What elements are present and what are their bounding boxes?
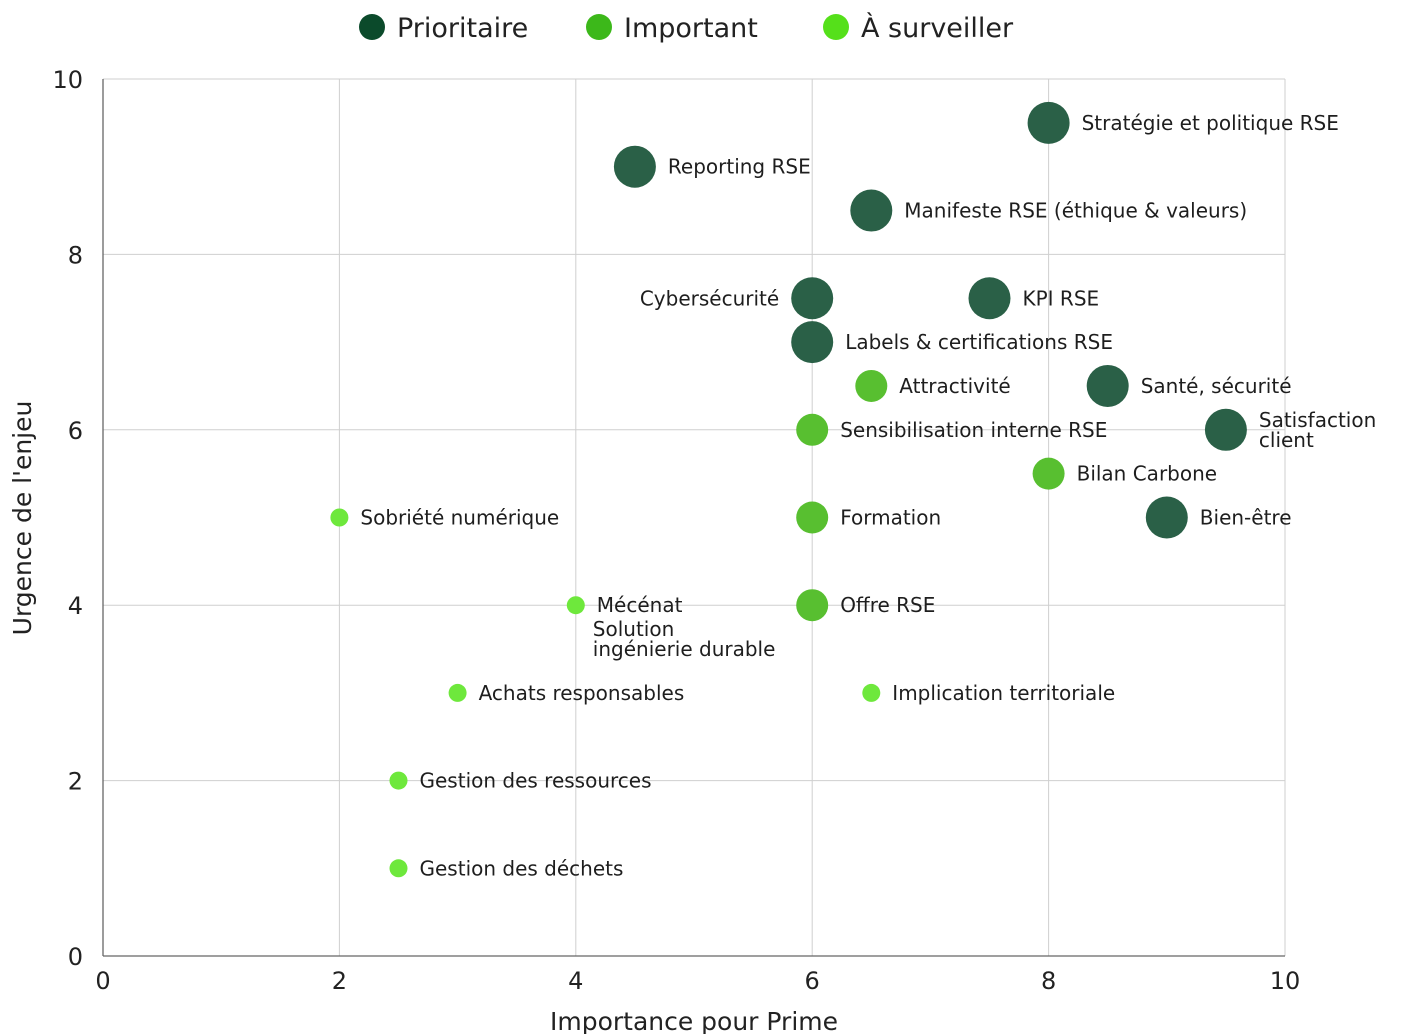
y-tick-label: 4	[68, 592, 83, 620]
label-line: Satisfaction	[1259, 408, 1376, 432]
y-tick-label: 6	[68, 417, 83, 445]
point-sensibilisation-interne-rse	[796, 413, 829, 446]
chart-axes	[102, 79, 1285, 957]
label-reporting-rse: Reporting RSE	[668, 155, 811, 179]
label-formation: Formation	[840, 506, 941, 530]
x-tick-label: 6	[805, 967, 820, 995]
label-gestion-des-dechets: Gestion des déchets	[420, 856, 624, 880]
chart-legend: Prioritaire Important À surveiller	[359, 12, 1014, 44]
point-reporting-rse	[613, 145, 656, 188]
label-line: Attractivité	[899, 374, 1010, 398]
legend-item-important: Important	[586, 13, 758, 44]
label-gestion-des-ressources: Gestion des ressources	[420, 769, 652, 793]
label-strategie-et-politique-rse: Stratégie et politique RSE	[1082, 111, 1339, 135]
legend-item-prioritaire: Prioritaire	[359, 13, 528, 44]
legend-label: Important	[624, 13, 758, 44]
tick-labels: 0 2 4 6 8 10 0 2 4 6 8 10	[52, 66, 1300, 995]
point-implication-territoriale	[862, 683, 881, 702]
y-tick-label: 8	[68, 241, 83, 269]
point-cybersecurite	[791, 277, 834, 320]
point-formation	[796, 501, 829, 534]
x-axis-title: Importance pour Prime	[550, 1007, 838, 1034]
label-line: Gestion des déchets	[420, 856, 624, 880]
label-line: client	[1259, 428, 1314, 452]
y-axis-title: Urgence de l'enjeu	[8, 401, 37, 636]
label-offre-rse: Offre RSE	[840, 593, 935, 617]
label-line: Sobriété numérique	[360, 506, 559, 530]
point-manifeste-rse-ethique-valeurs	[850, 189, 893, 232]
point-gestion-des-dechets	[389, 859, 408, 878]
legend-marker	[359, 14, 385, 40]
label-achats-responsables: Achats responsables	[479, 681, 685, 705]
point-sobriete-numerique	[330, 508, 349, 527]
y-tick-label: 10	[52, 66, 83, 94]
point-kpi-rse	[968, 277, 1011, 320]
label-line: Bien-être	[1200, 506, 1292, 530]
x-tick-label: 10	[1270, 967, 1301, 995]
label-sante-securite: Santé, sécurité	[1141, 374, 1292, 398]
label-sensibilisation-interne-rse: Sensibilisation interne RSE	[840, 418, 1107, 442]
point-labels-certifications-rse	[791, 321, 834, 364]
label-implication-territoriale: Implication territoriale	[892, 681, 1115, 705]
legend-marker	[586, 14, 612, 40]
label-line: ingénierie durable	[593, 637, 776, 661]
label-line: Implication territoriale	[892, 681, 1115, 705]
label-line: Labels & certifications RSE	[845, 330, 1113, 354]
point-achats-responsables	[448, 683, 467, 702]
label-line: Mécénat	[597, 593, 683, 617]
x-tick-label: 8	[1041, 967, 1056, 995]
label-line: Santé, sécurité	[1141, 374, 1292, 398]
point-mecenat	[566, 596, 585, 615]
label-labels-certifications-rse: Labels & certifications RSE	[845, 330, 1113, 354]
label-line: Bilan Carbone	[1077, 462, 1217, 486]
legend-marker	[823, 14, 849, 40]
legend-label: Prioritaire	[397, 13, 528, 44]
point-gestion-des-ressources	[389, 771, 408, 790]
x-tick-label: 4	[568, 967, 583, 995]
point-sante-securite	[1086, 364, 1129, 407]
point-strategie-et-politique-rse	[1027, 101, 1070, 144]
label-line: Sensibilisation interne RSE	[840, 418, 1107, 442]
label-line: Achats responsables	[479, 681, 685, 705]
label-manifeste-rse-ethique-valeurs: Manifeste RSE (éthique & valeurs)	[904, 199, 1247, 223]
label-line: Offre RSE	[840, 593, 935, 617]
label-bilan-carbone: Bilan Carbone	[1077, 462, 1217, 486]
label-satisfaction-client: Satisfaction client	[1259, 408, 1376, 452]
label-line: Stratégie et politique RSE	[1082, 111, 1339, 135]
y-tick-label: 2	[68, 768, 83, 796]
y-tick-label: 0	[68, 943, 83, 971]
point-bien-etre	[1145, 496, 1188, 539]
point-labels: Stratégie et politique RSE Reporting RSE M…	[360, 111, 1376, 880]
legend-item-surveiller: À surveiller	[823, 12, 1014, 44]
data-points	[330, 101, 1247, 878]
legend-label: À surveiller	[861, 12, 1014, 44]
label-line: KPI RSE	[1023, 286, 1100, 310]
point-bilan-carbone	[1032, 457, 1065, 490]
label-line: Reporting RSE	[668, 155, 811, 179]
label-cybersecurite: Cybersécurité	[640, 286, 779, 310]
label-line: Gestion des ressources	[420, 769, 652, 793]
x-tick-label: 2	[332, 967, 347, 995]
label-kpi-rse: KPI RSE	[1023, 286, 1100, 310]
point-offre-rse	[796, 589, 829, 622]
label-line: Cybersécurité	[640, 286, 779, 310]
x-tick-label: 0	[95, 967, 110, 995]
point-attractivite	[855, 369, 888, 402]
label-attractivite: Attractivité	[899, 374, 1010, 398]
label-line: Manifeste RSE (éthique & valeurs)	[904, 199, 1247, 223]
label-bien-etre: Bien-être	[1200, 506, 1292, 530]
label-sobriete-numerique: Sobriété numérique	[360, 506, 559, 530]
label-line: Formation	[840, 506, 941, 530]
point-satisfaction-client	[1204, 408, 1247, 451]
label-line: Solution	[593, 617, 674, 641]
label-mecenat: Mécénat	[597, 593, 683, 617]
label-solution-ingenierie-durable: Solution ingénierie durable	[593, 617, 776, 661]
